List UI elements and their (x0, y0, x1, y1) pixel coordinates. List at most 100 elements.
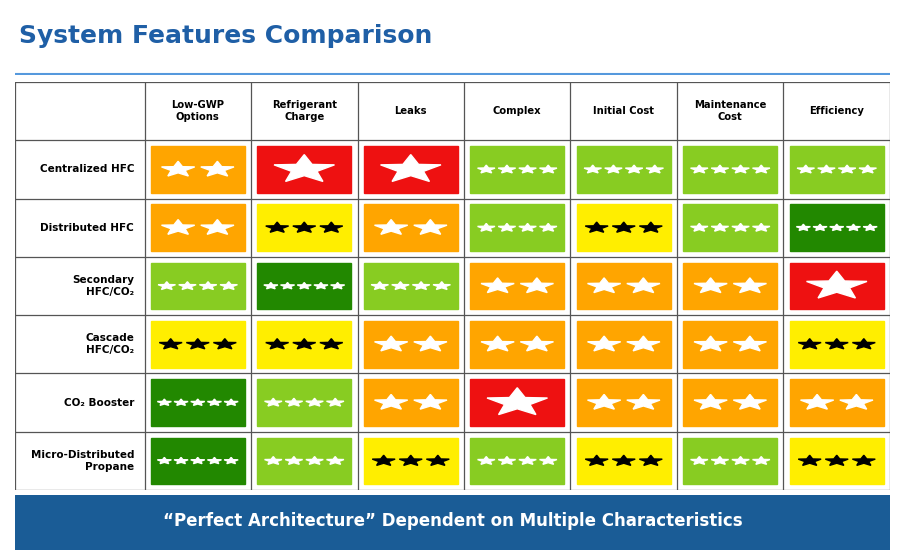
Polygon shape (734, 278, 767, 293)
Polygon shape (158, 399, 171, 405)
Bar (471, 205, 564, 251)
Bar (790, 438, 884, 484)
Polygon shape (585, 222, 608, 232)
Polygon shape (588, 394, 621, 409)
Text: Low-GWP
Options: Low-GWP Options (171, 100, 224, 122)
Text: Efficiency: Efficiency (809, 106, 864, 116)
Polygon shape (539, 223, 557, 231)
Bar (257, 321, 351, 367)
Polygon shape (734, 394, 767, 409)
Polygon shape (825, 339, 848, 349)
Polygon shape (605, 165, 622, 173)
Polygon shape (711, 223, 729, 231)
Polygon shape (798, 455, 821, 465)
Polygon shape (373, 455, 395, 465)
Polygon shape (320, 339, 343, 349)
Polygon shape (690, 456, 708, 464)
Polygon shape (320, 222, 343, 232)
Polygon shape (174, 399, 188, 405)
Text: CO₂ Booster: CO₂ Booster (64, 398, 134, 408)
Bar (364, 205, 457, 251)
Polygon shape (626, 278, 660, 293)
Polygon shape (414, 394, 447, 409)
Polygon shape (265, 456, 282, 464)
Bar (257, 438, 351, 484)
Bar (471, 146, 564, 192)
Polygon shape (732, 456, 750, 464)
Bar (364, 379, 457, 426)
Polygon shape (381, 155, 441, 182)
Polygon shape (694, 394, 727, 409)
Polygon shape (840, 394, 873, 409)
Polygon shape (797, 165, 814, 173)
Polygon shape (371, 282, 389, 289)
Polygon shape (626, 165, 643, 173)
Polygon shape (274, 155, 335, 182)
Polygon shape (292, 339, 316, 349)
Polygon shape (539, 165, 557, 173)
Polygon shape (518, 456, 536, 464)
Text: Leaks: Leaks (394, 106, 427, 116)
Polygon shape (414, 219, 447, 234)
Polygon shape (846, 224, 860, 230)
Bar (683, 321, 777, 367)
Bar (683, 263, 777, 309)
Polygon shape (520, 278, 554, 293)
Polygon shape (427, 455, 449, 465)
Polygon shape (213, 339, 237, 349)
Bar (364, 438, 457, 484)
Polygon shape (813, 224, 827, 230)
Bar (151, 146, 245, 192)
Bar (790, 379, 884, 426)
Text: Refrigerant
Charge: Refrigerant Charge (272, 100, 337, 122)
Bar (577, 263, 670, 309)
Polygon shape (518, 165, 536, 173)
Polygon shape (392, 282, 410, 289)
Polygon shape (626, 394, 660, 409)
Polygon shape (800, 394, 833, 409)
Polygon shape (224, 399, 238, 405)
Polygon shape (612, 222, 635, 232)
Polygon shape (158, 282, 176, 289)
Bar (364, 263, 457, 309)
Text: Complex: Complex (493, 106, 542, 116)
Polygon shape (752, 165, 770, 173)
Polygon shape (281, 283, 294, 289)
Polygon shape (818, 165, 835, 173)
Polygon shape (224, 458, 238, 464)
Bar (790, 263, 884, 309)
Bar (364, 321, 457, 367)
Polygon shape (158, 458, 171, 464)
Polygon shape (825, 455, 848, 465)
Bar (790, 205, 884, 251)
Polygon shape (499, 223, 516, 231)
Polygon shape (412, 282, 430, 289)
Polygon shape (207, 399, 221, 405)
Polygon shape (588, 278, 621, 293)
Polygon shape (414, 336, 447, 351)
Polygon shape (734, 336, 767, 351)
Polygon shape (199, 282, 217, 289)
Polygon shape (220, 282, 238, 289)
Polygon shape (285, 456, 302, 464)
Bar (151, 438, 245, 484)
Polygon shape (265, 398, 282, 406)
Bar (683, 146, 777, 192)
Polygon shape (327, 398, 344, 406)
Polygon shape (478, 165, 495, 173)
Text: Maintenance
Cost: Maintenance Cost (694, 100, 767, 122)
Bar (577, 146, 670, 192)
Polygon shape (806, 271, 867, 298)
Polygon shape (327, 456, 344, 464)
Polygon shape (306, 398, 323, 406)
Polygon shape (306, 456, 323, 464)
Polygon shape (518, 223, 536, 231)
Polygon shape (694, 336, 727, 351)
Text: Cascade
HFC/CO₂: Cascade HFC/CO₂ (86, 333, 134, 355)
Polygon shape (584, 165, 601, 173)
Polygon shape (499, 165, 516, 173)
Text: Secondary
HFC/CO₂: Secondary HFC/CO₂ (72, 275, 134, 297)
Polygon shape (863, 224, 878, 230)
Bar (257, 263, 351, 309)
Bar (683, 379, 777, 426)
